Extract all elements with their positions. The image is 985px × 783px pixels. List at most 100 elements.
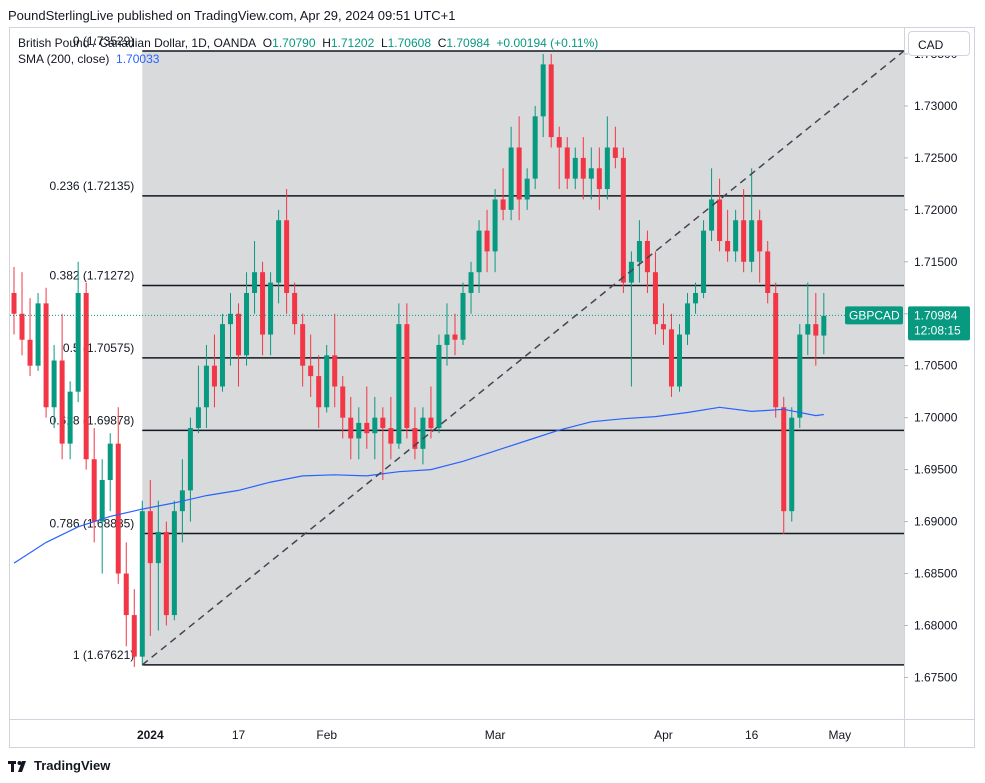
candle-body-down [300,324,306,366]
candle-body-down [765,251,771,293]
currency-button[interactable]: CAD [908,31,970,56]
candle-body-up [476,230,482,273]
candle-body-down [163,531,169,616]
price-tick-label: 1.69000 [914,515,958,529]
candle-body-down [652,272,658,325]
sma-value: 1.70033 [116,52,160,66]
candle-body-up [99,480,105,522]
high-value: 1.71202 [330,36,375,50]
price-badge [908,306,970,341]
price-tick-label: 1.72000 [914,203,958,217]
high-key: H [322,36,331,50]
candle-body-down [757,220,763,252]
low-key: L [380,36,388,50]
price-axis-divider [904,27,905,748]
candle-body-up [372,417,378,434]
candle-body-down [660,324,666,330]
candle-body-up [436,344,442,429]
time-axis-label: Apr [654,728,673,742]
chart-frame [9,27,975,748]
price-tick-label: 1.73000 [914,99,958,113]
candle-body-down [83,292,89,460]
candle-body-up [155,531,161,564]
candle-body-down [500,199,506,210]
candle-body-up [733,220,739,252]
candle-body-up [268,282,274,335]
candle-body-up [821,315,827,336]
time-axis-label: 17 [232,728,246,742]
candle-body-up [676,334,682,387]
open-value: 1.70790 [272,36,316,50]
price-badge-countdown: 12:08:15 [914,323,961,337]
candle-body-down [19,313,25,340]
candle-body-down [11,292,17,314]
candle-body-up [693,292,699,304]
change-value: +0.00194 (+0.11%) [496,36,599,50]
candle-body-down [380,417,386,429]
time-axis-label: 16 [745,728,759,742]
candle-body-up [805,324,811,335]
candle-body-down [564,147,570,179]
fib-level-label: 1 (1.67621) [73,648,134,662]
price-tick-label: 1.67500 [914,670,958,684]
candle-body-down [668,329,674,387]
candle-body-down [596,168,602,190]
candle-body-down [131,615,137,657]
candle-body-up [75,292,81,392]
candle-body-up [604,147,610,190]
time-axis-divider [9,719,975,720]
candle-body-down [516,147,522,200]
candle-body-up [244,292,250,356]
candle-body-down [91,459,97,522]
candle-body-down [43,303,49,408]
time-axis-label: May [829,728,852,742]
candle-body-down [644,241,650,273]
time-axis-label: 2024 [137,728,164,742]
price-badge-value: 1.70984 [914,308,958,322]
candle-body-up [508,147,514,210]
candle-body-down [773,292,779,408]
candle-body-down [412,428,418,449]
candle-body-down [556,137,562,148]
candle-body-up [219,324,225,387]
candle-body-up [685,303,691,335]
candle-body-up [171,511,177,616]
candle-body-down [364,422,370,434]
candle-body-up [460,292,466,340]
price-tick-label: 1.69500 [914,463,958,477]
candle-body-up [227,313,233,325]
candle-body-up [276,220,282,283]
candle-body-down [316,376,322,408]
candle-body-up [324,355,330,408]
legend-row-symbol: British Pound / Canadian Dollar, 1D, OAN… [18,35,598,51]
candle-body-down [292,292,298,325]
tradingview-brand[interactable]: TradingView [34,758,111,773]
candle-body-up [749,220,755,262]
candle-body-up [51,360,57,408]
candle-body-up [532,116,538,179]
candle-body-down [348,417,354,439]
sma-label[interactable]: SMA (200, close) [18,52,110,66]
candle-body-up [203,365,209,408]
time-axis-label: Feb [316,728,337,742]
close-key: C [437,36,447,50]
fib-level-label: 0.236 (1.72135) [50,179,135,193]
candle-body-up [588,168,594,179]
candle-body-down [340,386,346,418]
tradingview-logo-icon[interactable] [8,759,30,773]
candle-body-down [548,64,554,138]
fib-level-label: 0.382 (1.71272) [50,268,135,282]
price-tick-label: 1.71500 [914,255,958,269]
legend-title[interactable]: British Pound / Canadian Dollar, 1D, OAN… [18,36,257,50]
candle-body-up [468,272,474,293]
candle-body-up [444,334,450,345]
candle-body-down [725,241,731,252]
fib-level-label: 0 (1.73529) [73,34,134,48]
open-key: O [262,36,273,50]
candle-body-down [123,573,129,616]
candle-body-down [741,220,747,262]
candle-body-up [195,407,201,429]
low-value: 1.70608 [387,36,432,50]
candle-body-down [115,443,121,574]
